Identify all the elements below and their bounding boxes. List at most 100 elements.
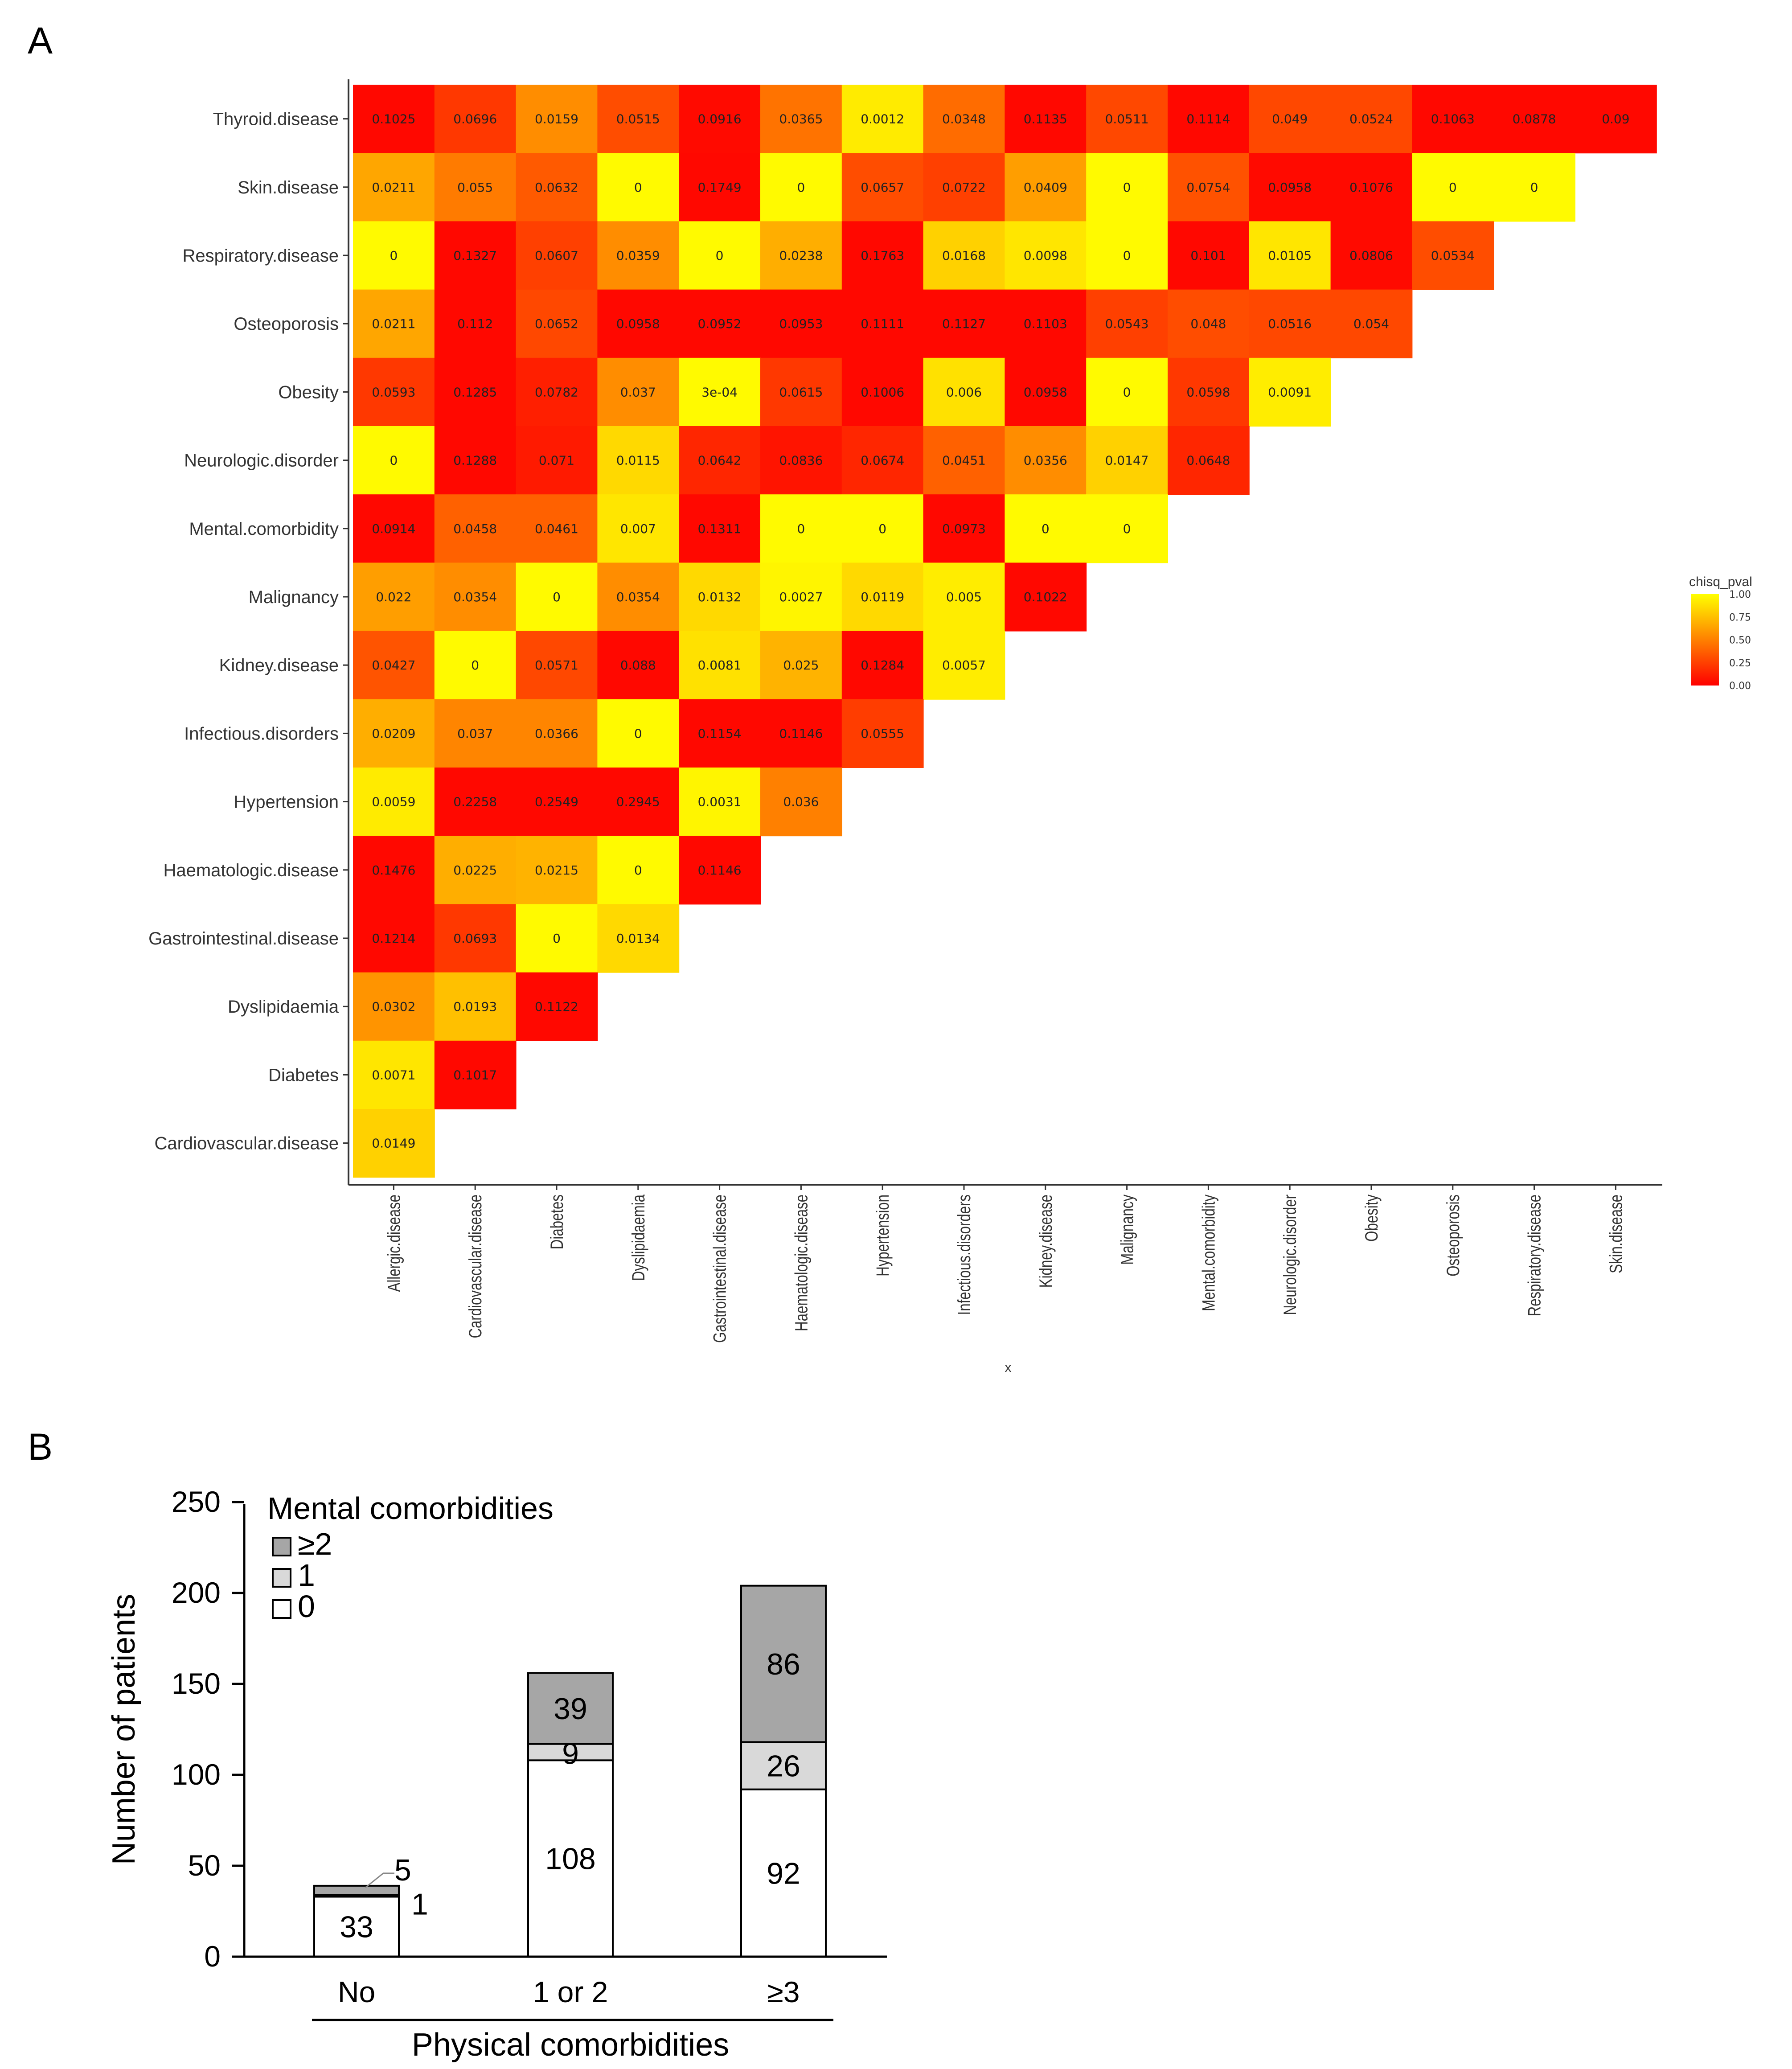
heatmap-column-label: Malignancy bbox=[1117, 1195, 1137, 1265]
heatmap-cell bbox=[597, 562, 680, 632]
bar-y-tick-label: 250 bbox=[172, 1485, 221, 1518]
heatmap-cell bbox=[1330, 85, 1413, 154]
heatmap-column-label: Osteoporosis bbox=[1443, 1195, 1463, 1277]
heatmap-cell bbox=[1005, 289, 1087, 358]
heatmap-cell-value: 0.0914 bbox=[372, 521, 415, 536]
heatmap-cell bbox=[434, 699, 517, 768]
heatmap-cell bbox=[434, 768, 517, 837]
heatmap-column-label: Neurologic.disorder bbox=[1280, 1195, 1300, 1315]
heatmap-cell-value: 0.1063 bbox=[1431, 112, 1475, 127]
heatmap-cell bbox=[434, 289, 517, 358]
heatmap-cell-value: 0.025 bbox=[783, 658, 819, 673]
heatmap-cell bbox=[597, 699, 680, 768]
heatmap-cell-value: 0.049 bbox=[1272, 112, 1308, 127]
heatmap-cell bbox=[1168, 85, 1250, 154]
heatmap-cell-value: 0.0534 bbox=[1431, 248, 1475, 263]
heatmap-cell bbox=[923, 494, 1005, 563]
heatmap-cell-value: 0.1476 bbox=[372, 863, 415, 878]
heatmap-cell-value: 0.1111 bbox=[861, 316, 904, 331]
heatmap-cell-value: 0.1025 bbox=[372, 112, 415, 127]
heatmap-cell bbox=[1086, 426, 1168, 495]
heatmap-cell bbox=[516, 768, 598, 837]
heatmap-cell bbox=[1168, 426, 1250, 495]
heatmap-row-label: Skin.disease bbox=[238, 178, 339, 197]
heatmap-cell bbox=[1249, 221, 1331, 290]
heatmap-cell bbox=[353, 153, 435, 222]
heatmap-cell-value: 0.0012 bbox=[861, 112, 904, 127]
heatmap-cell bbox=[434, 426, 517, 495]
heatmap-cell bbox=[434, 836, 517, 905]
heatmap-cell-value: 0.0057 bbox=[942, 658, 986, 673]
heatmap-cell bbox=[1086, 85, 1168, 154]
heatmap-cell bbox=[760, 153, 842, 222]
heatmap-cell-value: 0 bbox=[878, 521, 886, 536]
heatmap-cell-value: 0 bbox=[634, 863, 642, 878]
bar-segment-label: 1 bbox=[411, 1887, 428, 1921]
heatmap-row-label: Gastrointestinal.disease bbox=[148, 929, 339, 948]
heatmap-cell-value: 0.0648 bbox=[1186, 453, 1230, 468]
heatmap-cell bbox=[353, 1109, 435, 1178]
heatmap-column-label: Infectious.disorders bbox=[954, 1195, 974, 1315]
heatmap-row-label: Hypertension bbox=[234, 792, 339, 812]
bar-y-axis: 0 50 100 150 200 250 bbox=[172, 1485, 244, 1973]
heatmap-cell-value: 0.1214 bbox=[372, 931, 415, 946]
heatmap-cell bbox=[760, 289, 842, 358]
heatmap-cell bbox=[760, 426, 842, 495]
heatmap-row-label: Neurologic.disorder bbox=[184, 451, 339, 471]
heatmap-cell bbox=[679, 494, 761, 563]
panel-label-a: A bbox=[28, 20, 53, 62]
heatmap-cell-value: 0 bbox=[553, 590, 561, 604]
heatmap-cell-value: 0.0366 bbox=[535, 726, 578, 741]
heatmap-cell bbox=[1005, 426, 1087, 495]
heatmap-cell-value: 0.1103 bbox=[1024, 316, 1067, 331]
heatmap-cell bbox=[1005, 221, 1087, 290]
bar-label-leader-line bbox=[365, 1872, 394, 1888]
heatmap-cell-value: 0 bbox=[716, 248, 724, 263]
heatmap-cell bbox=[679, 768, 761, 837]
heatmap-cell-value: 0.1122 bbox=[535, 999, 578, 1014]
heatmap-cell-value: 0.054 bbox=[1353, 316, 1389, 331]
legend-tick-label: 0.75 bbox=[1729, 612, 1751, 623]
heatmap-cell bbox=[353, 972, 435, 1041]
heatmap-cell-value: 0.0302 bbox=[372, 999, 415, 1014]
heatmap-cell-value: 0.007 bbox=[620, 521, 656, 536]
heatmap-cell-value: 0.1285 bbox=[453, 385, 497, 399]
heatmap-cell bbox=[923, 357, 1005, 427]
heatmap-cell-value: 0 bbox=[471, 658, 479, 673]
heatmap-row-label: Diabetes bbox=[268, 1065, 339, 1085]
heatmap-cell-value: 0.0836 bbox=[779, 453, 823, 468]
heatmap-cell-value: 0.0674 bbox=[861, 453, 904, 468]
heatmap-cell bbox=[353, 1040, 435, 1109]
heatmap-cell bbox=[434, 357, 517, 427]
heatmap-row-label: Cardiovascular.disease bbox=[154, 1134, 339, 1154]
heatmap-cell-value: 0.1288 bbox=[453, 453, 497, 468]
heatmap-cell-value: 0.0607 bbox=[535, 248, 578, 263]
heatmap-cell bbox=[923, 85, 1005, 154]
heatmap-cell bbox=[1249, 289, 1331, 358]
heatmap-cell bbox=[597, 153, 680, 222]
heatmap-cell bbox=[597, 289, 680, 358]
heatmap-cell bbox=[923, 221, 1005, 290]
heatmap-row-label: Mental.comorbidity bbox=[189, 519, 339, 539]
heatmap-cell-value: 0.1127 bbox=[942, 316, 986, 331]
heatmap-cell bbox=[597, 426, 680, 495]
heatmap-cell bbox=[1493, 153, 1575, 222]
heatmap-cell-value: 0.09 bbox=[1602, 112, 1629, 127]
bar-segment bbox=[740, 1585, 827, 1743]
bar-x-axis-title: Physical comorbidities bbox=[412, 2027, 729, 2063]
heatmap-row-label: Kidney.disease bbox=[219, 656, 339, 675]
heatmap-cell-value: 0.0081 bbox=[698, 658, 742, 673]
heatmap-cell-value: 0.1022 bbox=[1024, 590, 1067, 604]
heatmap-column-label: Cardiovascular.disease bbox=[466, 1195, 486, 1338]
heatmap-cell-value: 0 bbox=[1123, 180, 1131, 195]
heatmap-cell bbox=[1086, 221, 1168, 290]
heatmap-cell-value: 0.048 bbox=[1190, 316, 1226, 331]
heatmap-cell-value: 0.112 bbox=[457, 316, 493, 331]
heatmap-cell-value: 0.0953 bbox=[779, 316, 823, 331]
heatmap-cell bbox=[923, 289, 1005, 358]
heatmap-cell bbox=[434, 1040, 517, 1109]
heatmap-cell bbox=[1412, 153, 1494, 222]
heatmap-cell bbox=[353, 768, 435, 837]
heatmap-cell-value: 0.0215 bbox=[535, 863, 578, 878]
heatmap-cell-value: 0.022 bbox=[376, 590, 411, 604]
